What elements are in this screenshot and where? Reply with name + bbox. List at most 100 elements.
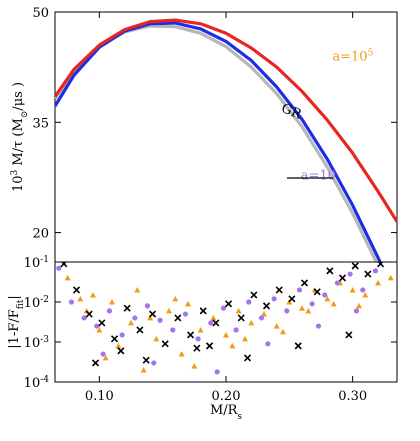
- scatter-point-orange: [109, 299, 115, 305]
- annotation-label: GR: [279, 101, 304, 123]
- scatter-point-black: [364, 270, 372, 278]
- scatter-point-purple: [246, 299, 252, 305]
- scatter-point-purple: [132, 315, 138, 321]
- scatter-point-black: [326, 267, 334, 275]
- scatter-point-orange: [387, 274, 394, 281]
- scatter-point-black: [351, 262, 359, 270]
- scatter-point-black: [123, 304, 131, 312]
- y-tick-label: 50: [32, 6, 49, 21]
- scatter-point-orange: [229, 342, 236, 349]
- scatter-point-orange: [210, 314, 217, 321]
- scatter-point-black: [300, 279, 309, 287]
- series-line-a-10-5: [55, 18, 397, 223]
- scatter-point-purple: [265, 341, 271, 347]
- scatter-point-purple: [233, 327, 239, 333]
- scatter-point-purple: [100, 351, 106, 357]
- scatter-point-black: [313, 288, 321, 296]
- scatter-point-purple: [144, 303, 151, 309]
- scatter-point-purple: [315, 323, 322, 329]
- scatter-point-orange: [235, 307, 242, 314]
- scatter-point-orange: [115, 342, 122, 349]
- scatter-point-orange: [147, 314, 153, 321]
- scatter-point-purple: [56, 265, 62, 271]
- scatter-point-black: [161, 340, 169, 348]
- scatter-point-orange: [349, 286, 356, 293]
- scatter-point-black: [186, 331, 195, 339]
- scatter-point-black: [338, 274, 347, 282]
- scatter-point-purple: [119, 332, 125, 338]
- scatter-point-black: [376, 262, 385, 268]
- scatter-point-black: [294, 342, 302, 350]
- scatter-point-black: [136, 326, 144, 334]
- scatter-point-black: [288, 295, 296, 303]
- scatter-point-orange: [261, 311, 267, 317]
- scatter-point-purple: [157, 317, 163, 323]
- scatter-point-black: [212, 319, 220, 327]
- scatter-point-purple: [170, 327, 176, 333]
- scatter-point-black: [250, 291, 258, 299]
- y-tick-label: 10-1: [24, 255, 49, 271]
- scatter-point-orange: [223, 331, 229, 338]
- scatter-point-orange: [153, 335, 160, 342]
- scatter-point-purple: [94, 323, 100, 329]
- scatter-point-black: [142, 356, 150, 364]
- scatter-point-orange: [375, 279, 381, 286]
- scatter-point-orange: [248, 319, 255, 326]
- scatter-point-orange: [242, 335, 248, 342]
- scatter-point-purple: [151, 360, 157, 366]
- scatter-point-purple: [360, 287, 366, 293]
- y-tick-label: 10-3: [24, 335, 50, 351]
- x-tick-label: 0.20: [212, 389, 241, 404]
- scatter-point-orange: [96, 326, 103, 333]
- scatter-point-black: [199, 307, 207, 315]
- scatter-point-purple: [372, 268, 379, 274]
- scatter-point-purple: [81, 315, 87, 321]
- scatter-point-purple: [258, 315, 265, 321]
- scatter-point-purple: [208, 320, 214, 326]
- scatter-point-purple: [182, 311, 189, 317]
- scatter-point-purple: [271, 296, 277, 302]
- scatter-point-orange: [128, 319, 134, 326]
- top-y-axis-label: 103 M/τ (M⊙/μs ): [10, 82, 30, 192]
- scatter-point-orange: [166, 307, 172, 314]
- scatter-point-orange: [273, 323, 280, 329]
- scatter-point-purple: [214, 369, 220, 375]
- scatter-point-orange: [362, 291, 369, 298]
- scatter-point-black: [110, 335, 119, 343]
- scatter-point-orange: [172, 295, 179, 302]
- scatter-point-purple: [347, 271, 353, 277]
- x-tick-label: 0.10: [85, 389, 114, 404]
- scatter-point-orange: [299, 305, 305, 311]
- scatter-point-black: [85, 310, 93, 318]
- top-series-group: [55, 18, 397, 262]
- scatter-point-black: [60, 262, 68, 268]
- top-y-ticks: 20 35 50: [32, 6, 397, 242]
- scatter-point-purple: [334, 280, 341, 286]
- scatter-point-orange: [90, 291, 96, 298]
- scatter-point-purple: [322, 292, 328, 298]
- scatter-point-purple: [353, 308, 360, 314]
- scatter-point-orange: [185, 300, 191, 307]
- bottom-x-ticks: 0.10 0.20 0.30: [85, 12, 367, 404]
- series-line-a-10: [55, 21, 382, 262]
- annotation-label: a=105: [332, 49, 373, 65]
- scatter-point-purple: [195, 336, 201, 342]
- scatter-point-orange: [77, 295, 84, 302]
- scatter-point-orange: [356, 302, 362, 309]
- x-axis-label: M/Rs: [210, 403, 242, 422]
- scatter-point-black: [345, 331, 353, 339]
- annotations-group: a=105 GR a=10: [279, 49, 374, 184]
- scatter-point-black: [243, 354, 252, 362]
- y-tick-label: 10-4: [24, 375, 50, 391]
- scatter-point-orange: [280, 328, 286, 335]
- scatter-point-black: [148, 310, 157, 318]
- scatter-point-orange: [178, 351, 185, 357]
- y-tick-label: 35: [32, 116, 49, 131]
- scatter-point-black: [193, 344, 201, 352]
- scatter-point-black: [237, 314, 245, 322]
- scatter-point-orange: [330, 300, 337, 307]
- scatter-point-orange: [134, 286, 141, 293]
- scatter-point-black: [174, 314, 182, 322]
- scatter-point-orange: [102, 354, 109, 361]
